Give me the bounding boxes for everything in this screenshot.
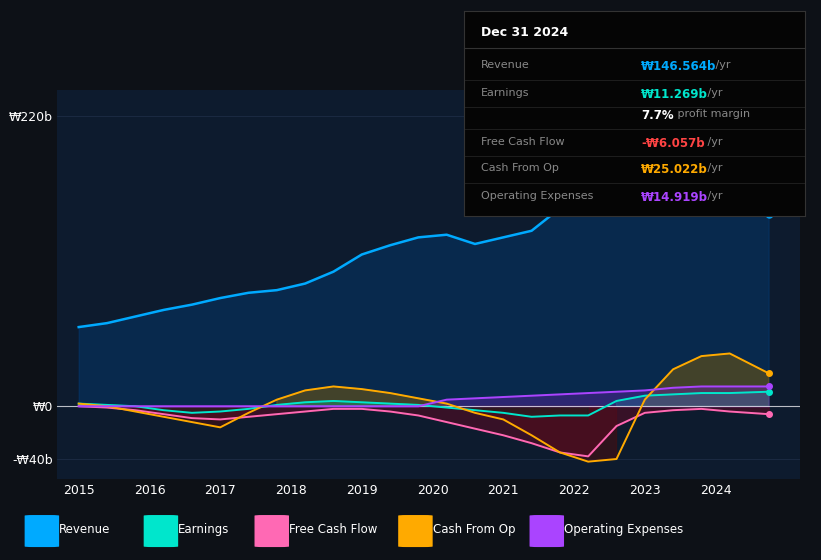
FancyBboxPatch shape [530, 515, 564, 547]
Text: Revenue: Revenue [481, 60, 530, 70]
FancyBboxPatch shape [25, 515, 59, 547]
Text: Revenue: Revenue [59, 522, 111, 536]
Text: /yr: /yr [704, 88, 723, 98]
FancyBboxPatch shape [398, 515, 433, 547]
Text: Free Cash Flow: Free Cash Flow [289, 522, 378, 536]
Text: /yr: /yr [704, 191, 723, 201]
Text: /yr: /yr [704, 137, 723, 147]
Text: Free Cash Flow: Free Cash Flow [481, 137, 565, 147]
Text: /yr: /yr [712, 60, 731, 70]
FancyBboxPatch shape [255, 515, 289, 547]
Text: Earnings: Earnings [481, 88, 530, 98]
Text: ₩14.919b: ₩14.919b [641, 191, 708, 204]
Text: Dec 31 2024: Dec 31 2024 [481, 26, 568, 39]
Text: /yr: /yr [704, 164, 723, 174]
Text: ₩25.022b: ₩25.022b [641, 164, 708, 176]
Text: 7.7%: 7.7% [641, 109, 674, 122]
Text: Cash From Op: Cash From Op [481, 164, 559, 174]
Text: ₩146.564b: ₩146.564b [641, 60, 717, 73]
Text: Operating Expenses: Operating Expenses [481, 191, 594, 201]
Text: Earnings: Earnings [178, 522, 230, 536]
Text: -₩6.057b: -₩6.057b [641, 137, 704, 150]
Text: Operating Expenses: Operating Expenses [564, 522, 683, 536]
Text: ₩11.269b: ₩11.269b [641, 88, 708, 101]
FancyBboxPatch shape [144, 515, 178, 547]
Text: Cash From Op: Cash From Op [433, 522, 515, 536]
Text: profit margin: profit margin [674, 109, 750, 119]
